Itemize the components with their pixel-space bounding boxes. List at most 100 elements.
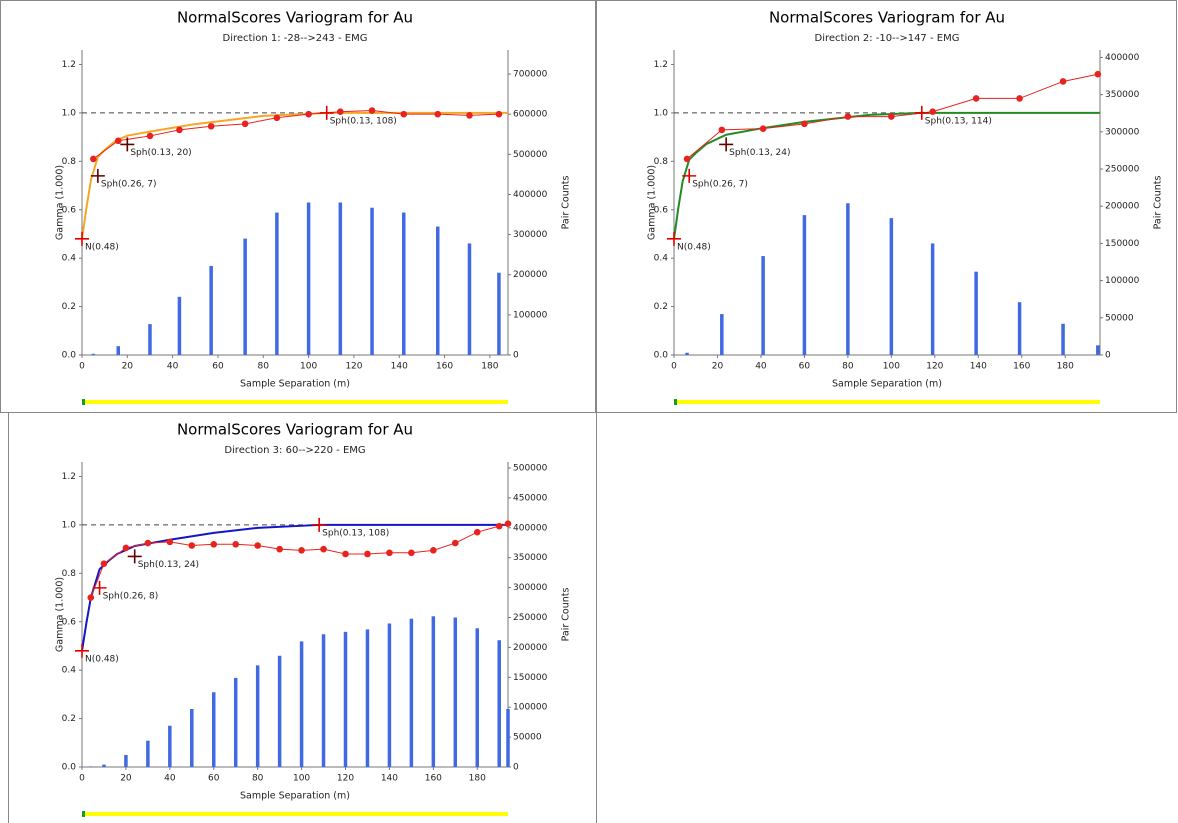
- model-curve: [673, 111, 1100, 239]
- structure-cross: [75, 643, 89, 658]
- y-tick-label: 1.0: [62, 520, 77, 530]
- x-tick-label: 80: [252, 774, 264, 784]
- chart-panel: NormalScores Variogram for Au Direction 1…: [55, 9, 572, 405]
- y2-tick-label: 350000: [1105, 90, 1140, 100]
- pair-count-bar: [124, 755, 128, 767]
- experimental-point: [400, 110, 408, 118]
- x-tick-label: 120: [926, 362, 943, 372]
- y-axis-label: Gamma (1.000): [55, 577, 66, 652]
- structure-cross: [120, 137, 135, 152]
- structure-cross: [682, 168, 697, 183]
- pair-count-bar: [190, 708, 194, 767]
- experimental-point: [473, 528, 481, 536]
- y2-tick-label: 250000: [513, 613, 548, 623]
- pair-count-bar: [168, 725, 172, 767]
- experimental-point: [1059, 78, 1067, 85]
- x-axis-label: Sample Separation (m): [832, 379, 942, 390]
- y2-axis-label: Pair Counts: [561, 588, 572, 642]
- experimental-point: [408, 549, 415, 557]
- experimental-point: [386, 549, 393, 557]
- pair-count-bar: [148, 324, 152, 355]
- y-tick-label: 0.6: [654, 205, 669, 215]
- structure-cross: [914, 105, 929, 120]
- y2-tick-label: 350000: [513, 553, 548, 563]
- experimental-point: [254, 542, 261, 549]
- experimental-point: [166, 538, 174, 546]
- y-tick-label: 0.8: [654, 157, 669, 167]
- experimental-point: [176, 126, 183, 134]
- x-tick-label: 140: [970, 362, 987, 372]
- y-tick-label: 0.8: [62, 157, 77, 167]
- y2-tick-label: 400000: [513, 190, 548, 200]
- x-tick-label: 100: [293, 774, 310, 784]
- experimental-point: [146, 132, 154, 140]
- experimental-point: [122, 544, 130, 552]
- y2-tick-label: 100000: [513, 310, 548, 320]
- x-tick-label: 60: [208, 774, 220, 784]
- y-tick-label: 1.2: [62, 60, 76, 70]
- y2-tick-label: 300000: [513, 230, 548, 240]
- structure-cross: [319, 105, 334, 120]
- experimental-point: [188, 542, 196, 549]
- y2-tick-label: 0: [1105, 351, 1111, 361]
- structure-label: Sph(0.26, 7): [692, 179, 748, 189]
- experimental-point: [368, 107, 376, 114]
- x-tick-label: 0: [79, 362, 85, 372]
- structure-label: Sph(0.13, 108): [330, 116, 397, 126]
- pair-count-bar: [209, 265, 213, 355]
- experimental-point: [844, 113, 852, 120]
- pair-count-bar: [1017, 302, 1022, 355]
- pair-count-bar: [431, 616, 436, 767]
- x-tick-label: 120: [345, 362, 362, 372]
- panel-frame: [0, 0, 596, 413]
- y2-tick-label: 100000: [1105, 276, 1140, 286]
- y2-tick-label: 400000: [1105, 53, 1140, 63]
- chart-panel: NormalScores Variogram for Au Direction 3…: [55, 421, 572, 817]
- experimental-point: [114, 137, 122, 145]
- structure-label: Sph(0.13, 114): [925, 116, 992, 126]
- experimental-point: [434, 110, 442, 118]
- structure-label: Sph(0.13, 24): [138, 560, 199, 570]
- y2-tick-label: 200000: [1105, 202, 1140, 212]
- experimental-point: [718, 126, 726, 134]
- pair-count-bar: [233, 677, 238, 767]
- experimental-point: [305, 110, 312, 118]
- experimental-point: [342, 550, 349, 558]
- pair-count-bar: [370, 207, 374, 355]
- pair-count-bar: [467, 243, 472, 355]
- pair-count-bar: [387, 623, 392, 767]
- panel-frame: [596, 0, 1177, 413]
- structure-label: N(0.48): [85, 242, 119, 252]
- pair-count-bar: [102, 764, 106, 767]
- experimental-point: [1016, 95, 1023, 102]
- pair-count-bar: [402, 212, 406, 355]
- experimental-point: [232, 541, 240, 548]
- experimental-point: [504, 520, 512, 528]
- pair-count-bar: [436, 226, 440, 355]
- experimental-point: [337, 108, 344, 116]
- y2-tick-label: 0: [513, 763, 519, 773]
- structure-label: Sph(0.26, 8): [103, 591, 159, 601]
- y2-tick-label: 200000: [513, 643, 548, 653]
- chart-title: NormalScores Variogram for Au: [177, 9, 413, 27]
- x-tick-label: 160: [436, 362, 453, 372]
- pair-count-bar: [475, 628, 480, 767]
- experimental-point: [430, 547, 437, 554]
- pair-count-bar: [321, 634, 326, 767]
- model-curve: [81, 111, 508, 239]
- y-tick-label: 0.8: [62, 569, 77, 579]
- y-tick-label: 0.0: [62, 351, 77, 361]
- experimental-point: [495, 522, 503, 530]
- pair-count-bar: [930, 243, 935, 355]
- experimental-point: [972, 95, 980, 102]
- y2-tick-label: 300000: [1105, 127, 1140, 137]
- y2-tick-label: 450000: [513, 493, 548, 503]
- x-tick-label: 20: [120, 774, 132, 784]
- x-tick-label: 160: [1013, 362, 1030, 372]
- pair-count-bar: [243, 238, 247, 355]
- progress-start: [82, 399, 85, 405]
- experimental-point: [451, 539, 459, 547]
- progress-bar: [674, 400, 1100, 404]
- chart-panel: NormalScores Variogram for Au Direction 2…: [647, 9, 1164, 405]
